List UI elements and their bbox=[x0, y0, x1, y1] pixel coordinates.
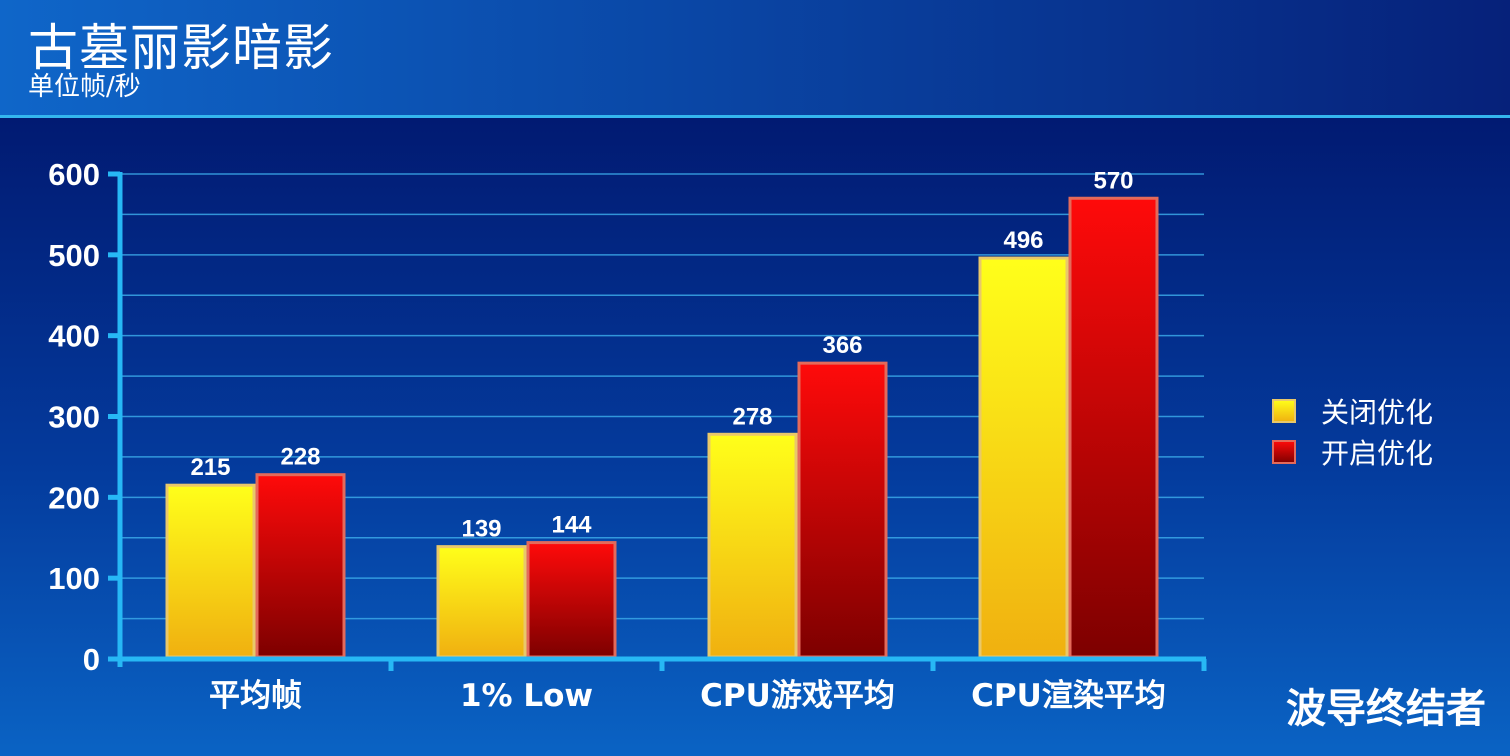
legend-label: 开启优化 bbox=[1321, 437, 1433, 470]
bar-off bbox=[707, 432, 798, 659]
watermark-text: 波导终结者 bbox=[1286, 686, 1486, 732]
y-tick-label: 500 bbox=[48, 238, 100, 273]
bar-on bbox=[797, 361, 888, 659]
bar-off bbox=[165, 483, 256, 659]
data-label: 215 bbox=[190, 454, 230, 481]
bar-on bbox=[255, 473, 346, 659]
bar-off bbox=[978, 256, 1069, 659]
y-tick-label: 200 bbox=[48, 480, 100, 515]
y-tick-label: 600 bbox=[48, 157, 100, 192]
data-label: 139 bbox=[461, 516, 501, 543]
x-category-label: CPU游戏平均 bbox=[700, 678, 895, 714]
chart-subtitle: 单位帧/秒 bbox=[28, 72, 141, 102]
legend-swatch bbox=[1272, 399, 1296, 423]
x-category-label: 平均帧 bbox=[209, 678, 302, 714]
bar-on bbox=[1068, 196, 1159, 659]
data-label: 570 bbox=[1093, 167, 1133, 194]
chart-header: 古墓丽影暗影 单位帧/秒 bbox=[0, 0, 1510, 115]
bar-on bbox=[526, 541, 617, 659]
data-label: 278 bbox=[732, 403, 772, 430]
chart-title: 古墓丽影暗影 bbox=[28, 19, 334, 77]
data-label: 366 bbox=[822, 332, 862, 359]
bar-off bbox=[436, 545, 527, 659]
x-category-label: 1% Low bbox=[460, 678, 593, 714]
y-tick-label: 0 bbox=[83, 642, 100, 677]
data-label: 228 bbox=[280, 444, 320, 471]
y-tick-label: 400 bbox=[48, 319, 100, 354]
y-tick-label: 300 bbox=[48, 400, 100, 435]
data-label: 144 bbox=[551, 512, 592, 539]
data-label: 496 bbox=[1003, 227, 1043, 254]
x-category-label: CPU渲染平均 bbox=[971, 678, 1166, 714]
legend-label: 关闭优化 bbox=[1321, 396, 1433, 429]
y-tick-label: 100 bbox=[48, 561, 100, 596]
legend-swatch bbox=[1272, 440, 1296, 464]
